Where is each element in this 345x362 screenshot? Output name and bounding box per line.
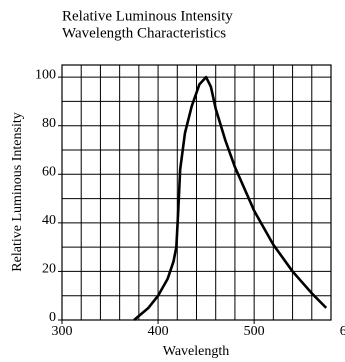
y-tick-label: 100 (35, 67, 56, 82)
chart-title: Relative Luminous Intensity (62, 8, 233, 24)
y-tick-label: 0 (49, 310, 56, 325)
x-tick-label: 500 (244, 324, 265, 339)
y-axis-label: Relative Luminous Intensity (10, 112, 25, 271)
x-tick-label: 400 (148, 324, 169, 339)
x-tick-label: 600 (340, 324, 345, 339)
y-tick-label: 20 (42, 262, 56, 277)
y-tick-label: 80 (42, 116, 56, 131)
y-tick-label: 60 (42, 165, 56, 180)
y-tick-label: 40 (42, 213, 56, 228)
x-tick-label: 300 (52, 324, 73, 339)
plot-frame (61, 64, 332, 321)
x-axis-label: Wavelength (163, 344, 230, 359)
chart-title: Wavelength Characteristics (62, 25, 226, 41)
curve (133, 75, 328, 321)
